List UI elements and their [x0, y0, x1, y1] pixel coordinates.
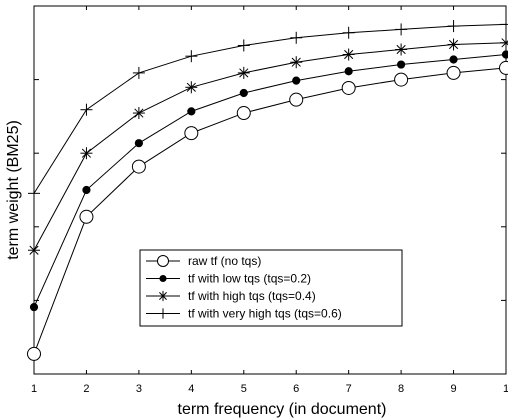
data-point-filled-dot	[292, 76, 301, 85]
series-line-2	[33, 54, 507, 308]
legend-entry-1: raw tf (no tqs)	[146, 254, 261, 268]
data-point-filled-dot	[397, 60, 406, 69]
asterisk-stroke	[186, 82, 196, 92]
legend-entry-4: tf with very high tqs (tqs=0.6)	[146, 307, 342, 321]
data-point-filled-dot	[239, 88, 248, 98]
data-point-open-circle	[446, 65, 461, 80]
data-point-asterisk	[500, 36, 508, 49]
x-tick-label: 6	[293, 383, 299, 395]
data-point-open-circle	[289, 92, 304, 107]
data-point-asterisk	[395, 43, 408, 56]
series-group-2	[29, 50, 508, 312]
data-point-open-circle	[394, 72, 409, 87]
data-point-asterisk	[132, 107, 145, 120]
legend: raw tf (no tqs) tf with low tqs (tqs=0.2)…	[139, 249, 403, 327]
data-point-filled-dot	[344, 67, 353, 76]
data-point-filled-dot	[449, 55, 458, 64]
data-point-asterisk	[447, 38, 460, 51]
asterisk-stroke	[29, 245, 39, 255]
x-tick-label: 1	[31, 383, 37, 395]
asterisk-stroke	[159, 292, 167, 300]
data-point-plus	[185, 50, 198, 63]
data-point-asterisk	[80, 147, 93, 160]
data-point-open-circle	[156, 254, 170, 268]
data-point-plus	[237, 39, 250, 52]
data-point-open-circle	[27, 346, 41, 361]
data-point-asterisk	[185, 81, 198, 94]
legend-label: tf with low tqs (tqs=0.2)	[188, 272, 311, 286]
series-group-1	[27, 60, 508, 361]
data-point-plus	[132, 66, 145, 79]
series-line-3	[33, 42, 507, 251]
data-point-plus	[500, 18, 508, 31]
data-point-open-circle	[184, 126, 199, 141]
x-tick-label: 7	[346, 383, 352, 395]
data-point-plus	[28, 187, 40, 200]
data-point-filled-dot	[501, 50, 508, 59]
asterisk-stroke	[344, 49, 354, 60]
data-point-plus	[342, 26, 355, 39]
data-point-open-circle	[236, 106, 251, 121]
legend-label: raw tf (no tqs)	[188, 254, 261, 268]
data-point-open-circle	[79, 209, 94, 224]
data-point-plus	[447, 20, 460, 33]
data-point-filled-dot	[82, 185, 91, 195]
series-line-4	[33, 23, 507, 194]
data-point-filled-dot	[134, 139, 143, 148]
data-point-plus	[80, 103, 93, 116]
x-tick-label: 3	[136, 383, 142, 395]
data-point-filled-dot	[29, 302, 39, 312]
data-point-open-circle	[341, 80, 356, 95]
data-point-asterisk	[28, 244, 40, 257]
y-axis-label: term weight (BM25)	[5, 120, 22, 260]
series-group-3	[28, 36, 508, 257]
asterisk-stroke	[396, 44, 406, 55]
x-tick-label: 4	[188, 383, 194, 395]
data-point-plus	[290, 31, 303, 44]
x-tick-label: 9	[450, 383, 456, 395]
legend-label: tf with very high tqs (tqs=0.6)	[188, 307, 342, 321]
data-point-filled-dot	[187, 107, 196, 116]
x-tick-label: 8	[398, 383, 404, 395]
series-group-4	[28, 18, 508, 200]
data-point-plus	[157, 308, 169, 319]
x-tick-label: 5	[241, 383, 247, 395]
data-point-asterisk	[290, 56, 303, 69]
data-point-asterisk	[237, 66, 250, 79]
x-tick-label: 1	[503, 383, 508, 395]
asterisk-stroke	[81, 148, 92, 158]
asterisk-stroke	[134, 108, 144, 118]
asterisk-stroke	[501, 40, 508, 48]
data-point-filled-dot	[159, 274, 167, 283]
asterisk-stroke	[239, 68, 249, 78]
asterisk-stroke	[448, 39, 459, 50]
data-point-plus	[395, 23, 408, 36]
data-point-open-circle	[131, 159, 146, 174]
legend-entry-3: tf with high tqs (tqs=0.4)	[146, 289, 316, 303]
x-tick-label: 2	[83, 383, 89, 395]
data-point-asterisk	[157, 290, 169, 302]
data-point-open-circle	[499, 60, 508, 75]
asterisk-stroke	[291, 57, 301, 67]
x-axis-label: term frequency (in document)	[178, 401, 387, 418]
legend-entry-2: tf with low tqs (tqs=0.2)	[146, 272, 311, 286]
series-line-1	[33, 67, 507, 355]
data-point-asterisk	[342, 48, 355, 61]
legend-box	[139, 249, 403, 327]
legend-label: tf with high tqs (tqs=0.4)	[188, 289, 316, 303]
